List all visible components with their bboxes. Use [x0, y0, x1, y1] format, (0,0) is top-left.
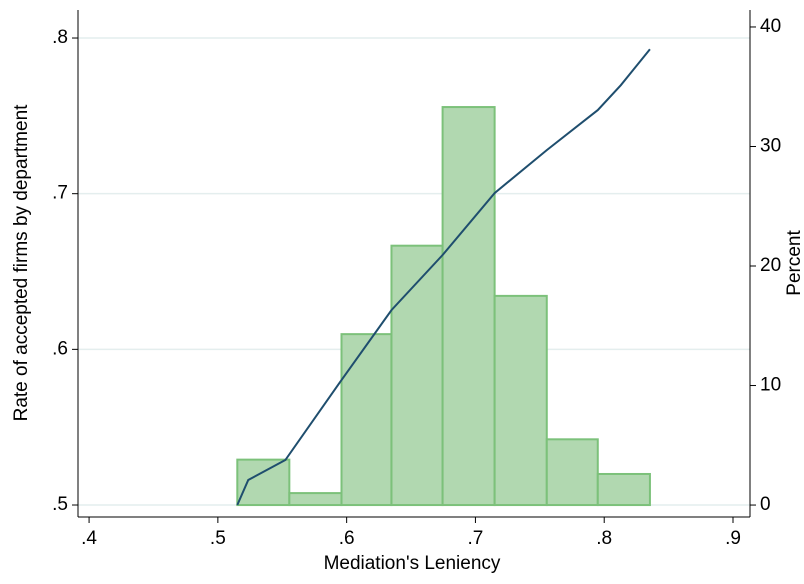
- y-tick-label: .5: [52, 494, 68, 515]
- y2-tick-label: 30: [760, 136, 781, 157]
- bar: [596, 472, 651, 507]
- x-axis-title: Mediation's Leniency: [324, 553, 501, 574]
- x-tick-label: .9: [725, 528, 741, 549]
- bar: [340, 333, 393, 507]
- bar: [236, 458, 291, 507]
- y2-axis-title: Percent: [784, 230, 804, 296]
- y-tick-label: .8: [52, 27, 68, 48]
- x-tick-label: .6: [339, 528, 355, 549]
- bar: [288, 492, 343, 507]
- y-tick-label: .7: [52, 183, 68, 204]
- bar: [493, 294, 548, 507]
- x-tick-label: .7: [468, 528, 484, 549]
- bar: [441, 106, 496, 507]
- y-axis-title: Rate of accepted firms by department: [11, 104, 32, 422]
- y2-tick-label: 20: [760, 255, 781, 276]
- bar: [390, 244, 444, 507]
- line: [236, 48, 651, 506]
- y-tick-label: .6: [52, 338, 68, 359]
- x-tick-label: .4: [81, 528, 97, 549]
- y2-tick-label: 0: [760, 494, 771, 515]
- y2-tick-label: 40: [760, 16, 781, 37]
- bar: [545, 438, 599, 507]
- x-tick-label: .5: [210, 528, 226, 549]
- x-tick-label: .8: [596, 528, 612, 549]
- y2-tick-label: 10: [760, 375, 781, 396]
